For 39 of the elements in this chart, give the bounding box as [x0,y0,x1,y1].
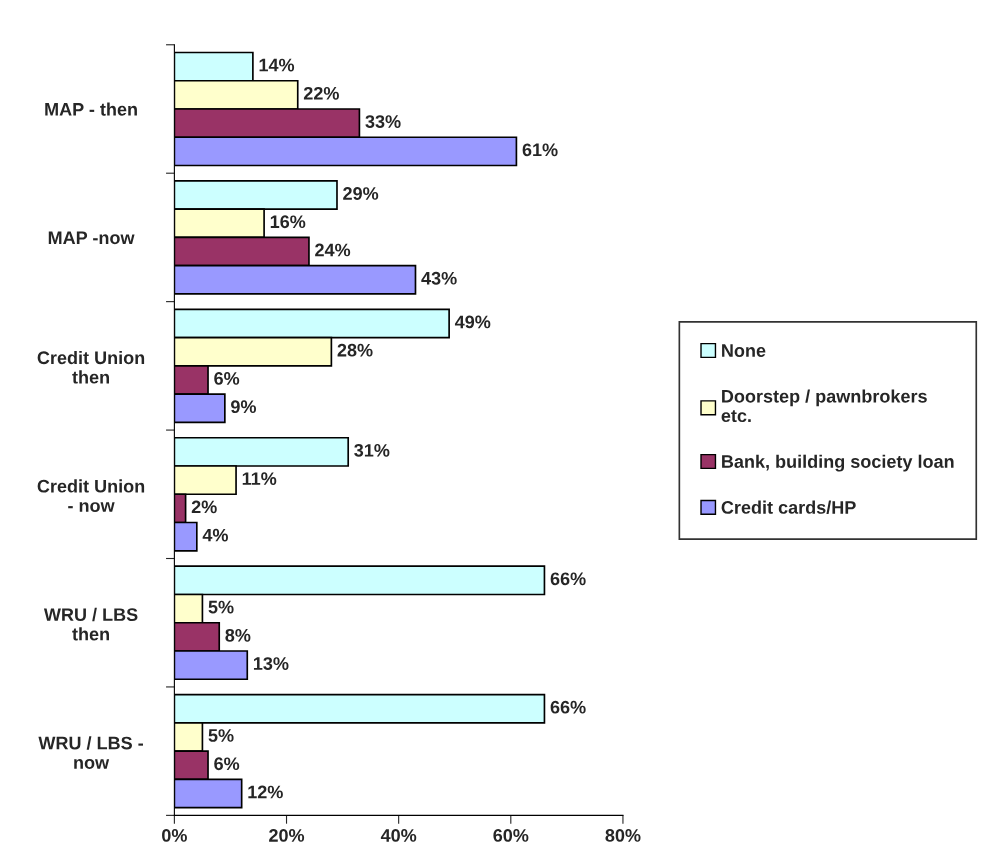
legend-label: Doorstep / pawnbrokers etc. [721,389,927,423]
data-label: 33% [365,115,401,128]
data-label: 6% [214,372,240,385]
legend-label: None [722,344,766,357]
data-label: 16% [270,215,306,229]
data-label: 66% [550,572,586,586]
data-label: 66% [550,700,586,714]
y-tick-label: MAP - then [45,102,137,116]
data-label: 22% [303,86,339,100]
data-label: 5% [208,600,234,614]
x-tick-label: 40% [380,829,417,842]
data-label: 8% [225,628,251,642]
legend-label: Credit cards/HP [721,500,856,515]
y-tick-label: Credit Union then [37,350,145,384]
x-tick-label: 60% [493,829,529,842]
data-label: 61% [522,143,558,157]
data-label: 31% [354,443,390,457]
x-tick-label: 0% [162,829,187,842]
data-label: 24% [315,243,351,257]
y-tick-label: Credit Union - now [37,479,145,513]
data-label: 5% [208,729,234,742]
data-label: 4% [202,528,228,542]
data-label: 2% [191,500,217,514]
data-label: 14% [259,58,295,72]
data-label: 13% [253,657,289,670]
x-tick-label: 80% [605,829,641,842]
y-tick-label: MAP -now [48,231,135,245]
y-tick-label: WRU / LBS - now [38,736,143,769]
x-tick-label: 20% [269,829,305,842]
data-label: 29% [343,187,379,200]
data-label: 6% [214,757,240,771]
y-tick-label: WRU / LBS then [43,607,138,641]
data-label: 11% [242,472,277,485]
data-label: 43% [421,271,457,285]
data-label: 12% [248,785,283,799]
data-label: 28% [337,343,373,357]
data-label: 9% [231,400,257,414]
legend-label: Bank, building society loan [722,454,954,472]
data-label: 49% [454,315,491,329]
